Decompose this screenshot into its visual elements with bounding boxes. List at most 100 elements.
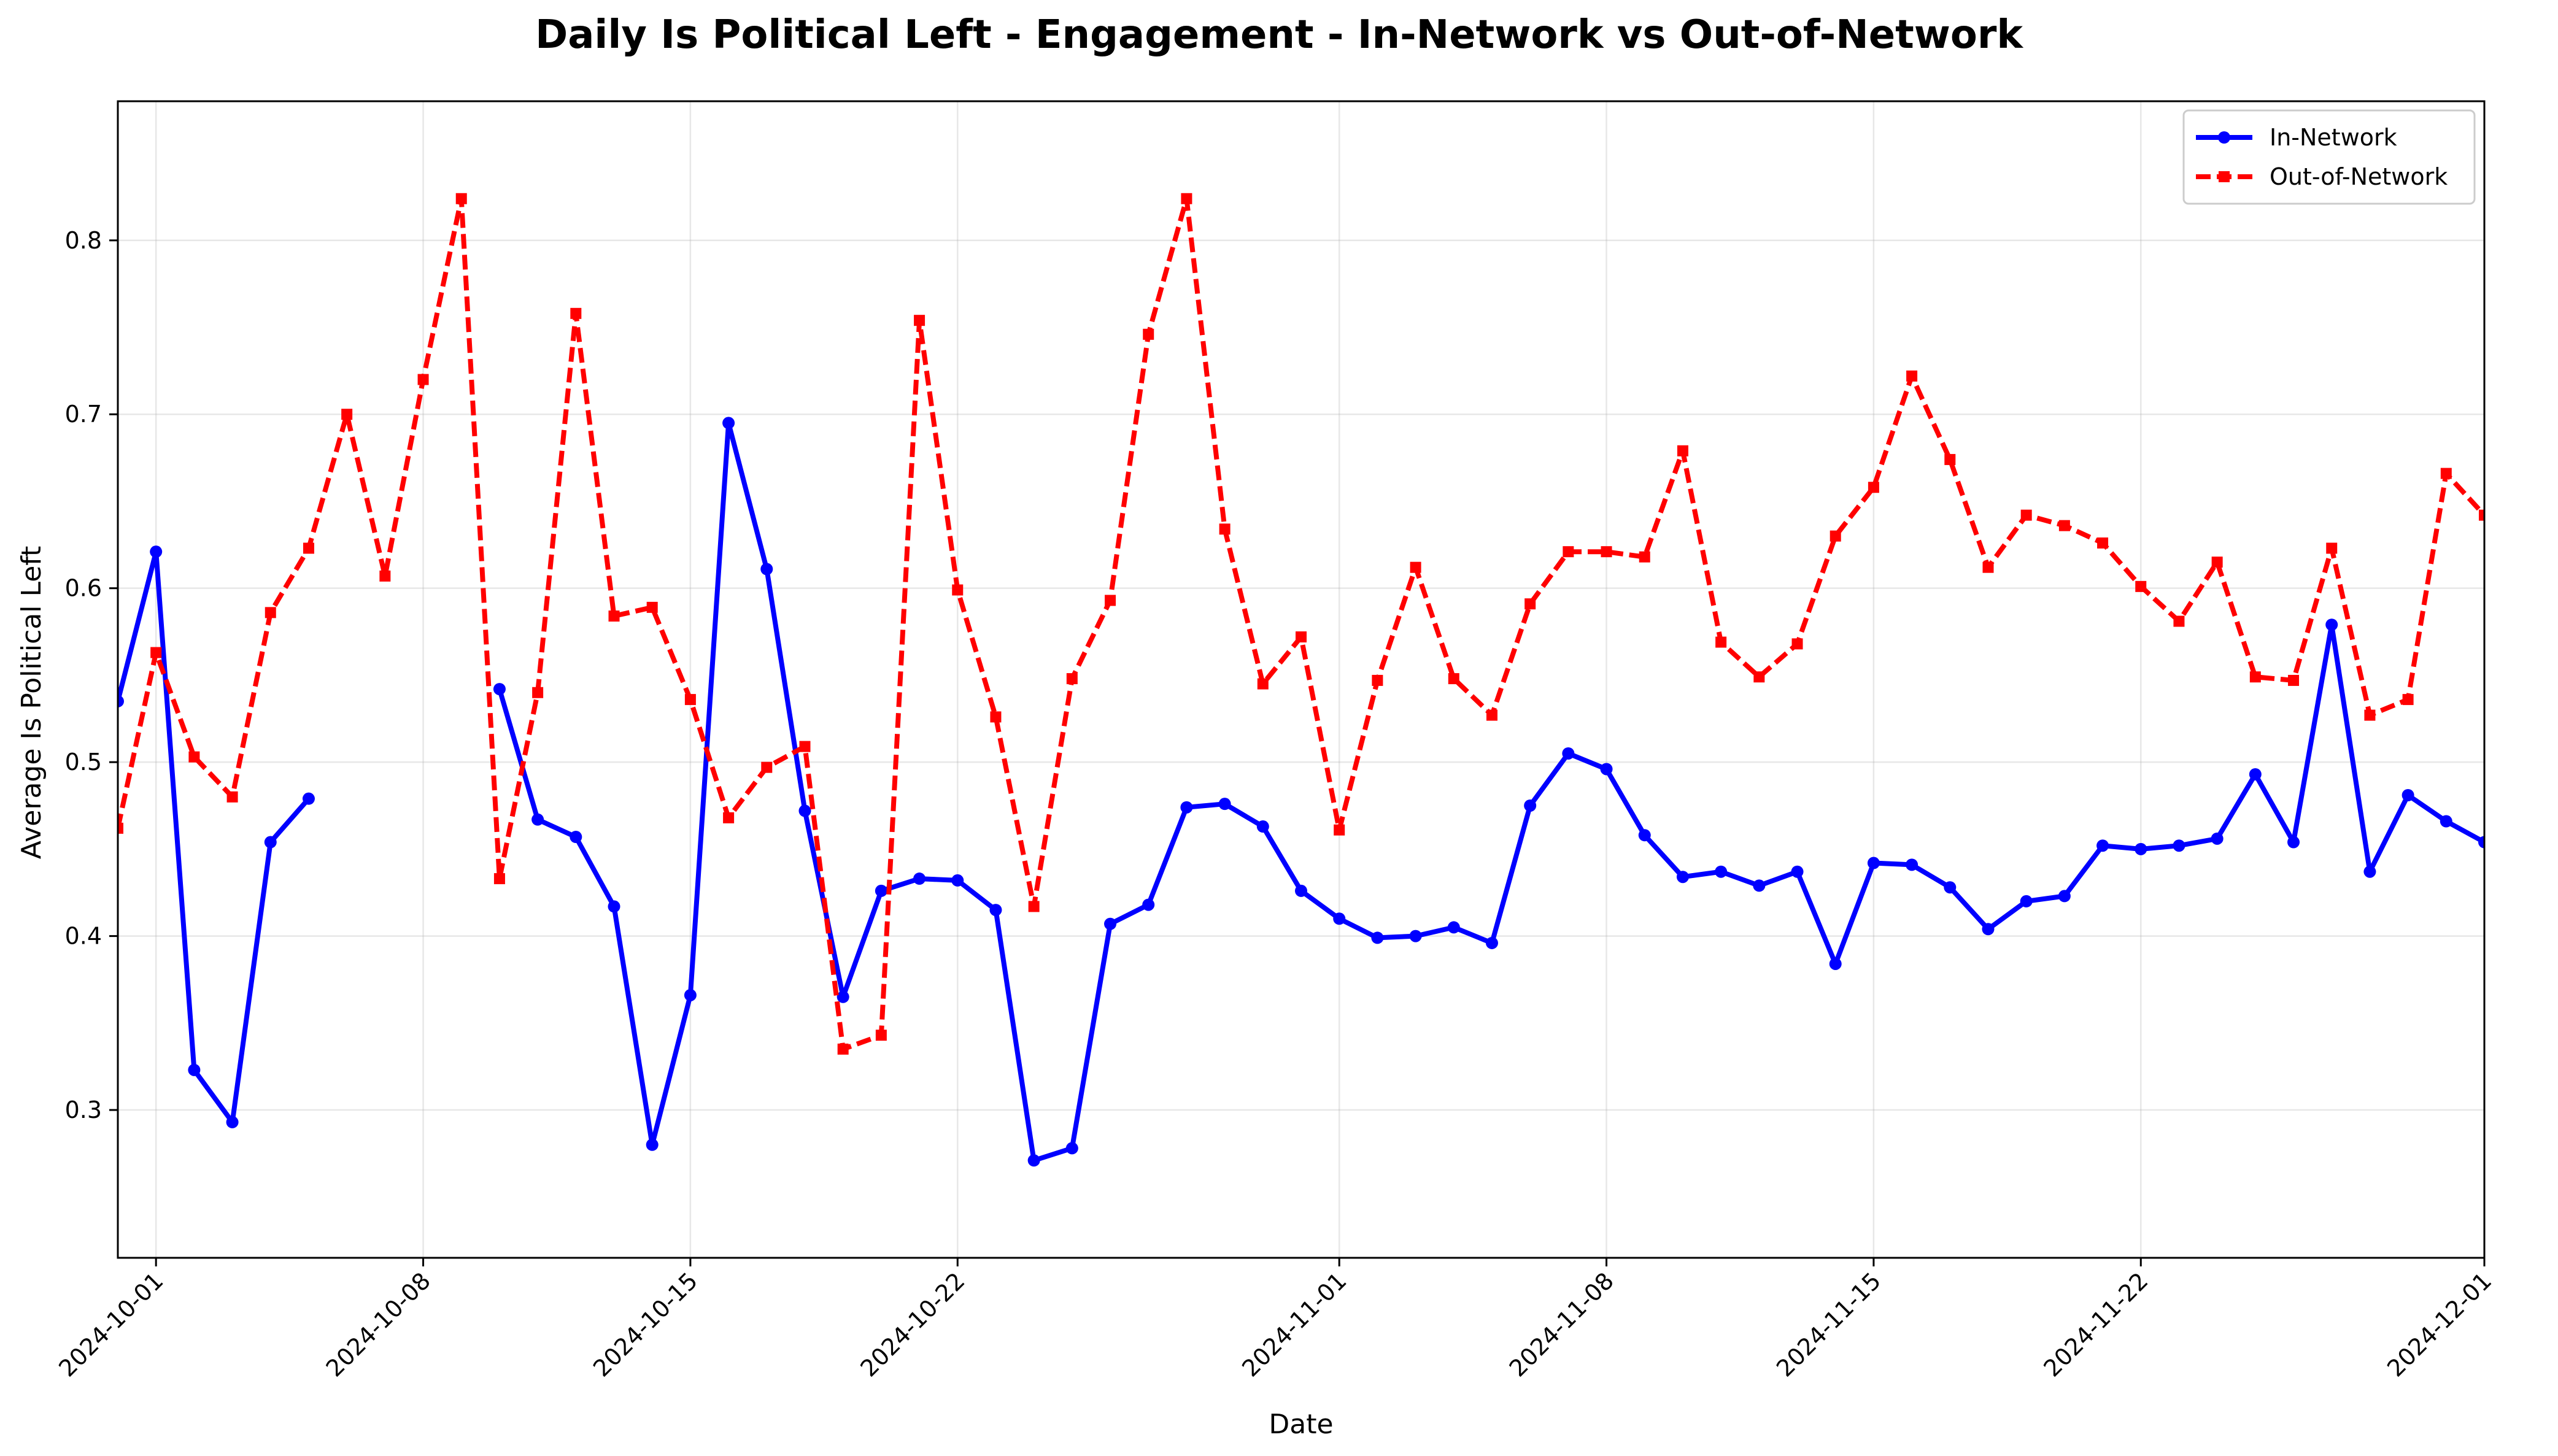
data-point — [226, 1115, 239, 1128]
legend-swatch-marker — [2218, 131, 2230, 144]
data-point — [1524, 598, 1536, 610]
data-point — [722, 417, 735, 429]
data-point — [1218, 798, 1231, 811]
data-point — [1944, 453, 1956, 465]
data-point — [913, 872, 926, 885]
data-point — [2325, 618, 2338, 631]
legend: In-Network Out-of-Network — [2182, 109, 2476, 205]
data-point — [837, 990, 849, 1003]
data-point — [1333, 912, 1346, 925]
data-point — [1562, 747, 1575, 760]
data-point — [1104, 917, 1117, 930]
series-line — [118, 549, 311, 1125]
data-point — [570, 831, 582, 844]
data-point — [2173, 839, 2185, 852]
data-point — [532, 687, 544, 698]
data-point — [2020, 509, 2032, 521]
legend-label: In-Network — [2270, 124, 2397, 151]
y-tick-label: 0.8 — [65, 227, 102, 254]
data-point — [951, 874, 964, 887]
data-point — [2287, 836, 2300, 849]
data-point — [1219, 523, 1231, 535]
data-point — [837, 1043, 849, 1055]
data-point — [1066, 673, 1078, 685]
legend-swatch-marker — [2219, 171, 2230, 182]
data-point — [608, 900, 620, 913]
data-point — [2173, 615, 2185, 627]
data-point — [150, 647, 162, 658]
data-point — [2211, 557, 2223, 568]
data-point — [1485, 936, 1498, 949]
data-point — [226, 791, 238, 803]
data-point — [799, 741, 811, 752]
data-point — [2097, 537, 2109, 549]
data-point — [2211, 832, 2224, 845]
data-point — [1065, 1142, 1078, 1155]
data-point — [341, 409, 353, 420]
data-point — [2402, 789, 2414, 801]
data-point — [455, 193, 467, 204]
data-point — [2440, 815, 2452, 828]
legend-item: Out-of-Network — [2196, 163, 2448, 190]
data-point — [2249, 768, 2262, 780]
data-point — [1524, 799, 1537, 812]
data-point — [1868, 482, 1879, 493]
data-point — [493, 873, 505, 885]
data-point — [2096, 839, 2109, 852]
data-point — [646, 601, 658, 613]
data-point — [118, 695, 124, 707]
data-point — [1028, 901, 1040, 912]
series-out-of-network — [118, 193, 2484, 1055]
data-point — [1142, 898, 1155, 911]
data-point — [1563, 546, 1574, 558]
data-point — [1791, 865, 1804, 878]
y-tick-label: 0.7 — [65, 401, 102, 428]
data-point — [723, 812, 735, 823]
data-point — [1829, 957, 1842, 970]
data-point — [265, 607, 276, 618]
data-point — [570, 307, 582, 319]
data-point — [188, 751, 200, 763]
data-point — [1296, 631, 1307, 643]
data-point — [1256, 820, 1269, 833]
data-point — [646, 1138, 659, 1151]
data-point — [1409, 930, 1422, 942]
data-point — [1639, 551, 1650, 563]
plot-area — [118, 193, 2484, 1167]
series-in-network — [118, 417, 2484, 1167]
data-point — [2058, 890, 2071, 903]
data-point — [1677, 445, 1688, 456]
data-point — [1601, 546, 1612, 558]
data-point — [188, 1063, 201, 1076]
data-point — [684, 694, 696, 706]
data-point — [264, 836, 277, 849]
data-point — [1982, 923, 1995, 936]
legend-box — [2182, 109, 2476, 205]
data-point — [1753, 879, 1766, 892]
data-point — [1600, 763, 1613, 776]
y-tick-label: 0.3 — [65, 1096, 102, 1123]
data-point — [875, 884, 887, 897]
data-point — [417, 374, 429, 385]
data-point — [875, 1030, 887, 1041]
data-point — [118, 822, 123, 834]
data-point — [2135, 580, 2147, 592]
y-tick-label: 0.4 — [65, 923, 102, 950]
data-point — [2135, 842, 2147, 855]
data-point — [1027, 1154, 1040, 1167]
data-point — [302, 792, 315, 805]
data-point — [1486, 709, 1497, 721]
data-point — [1676, 871, 1689, 884]
data-point — [2363, 865, 2376, 878]
data-point — [1143, 328, 1154, 340]
legend-label: Out-of-Network — [2270, 163, 2448, 190]
data-point — [1105, 595, 1116, 606]
y-axis-label: Average Is Political Left — [16, 546, 47, 860]
data-point — [1410, 561, 1421, 573]
grid-lines — [118, 101, 2486, 1258]
data-point — [1372, 674, 1383, 686]
data-point — [1867, 857, 1880, 869]
data-point — [684, 988, 697, 1001]
